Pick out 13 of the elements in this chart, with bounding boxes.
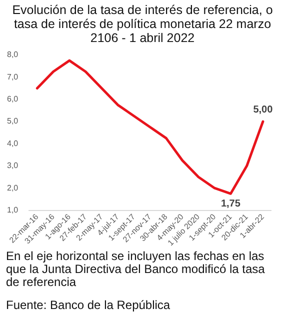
y-tick-label: 3,0 <box>6 161 19 170</box>
data-label: 5,00 <box>253 104 274 116</box>
source-note: Fuente: Banco de la República <box>5 298 172 312</box>
chart-title: Evolución de la tasa de interés de referencia, o tasa de interés de política monetaria 22 marzo 2106 - 1 abril 2022 <box>11 2 274 45</box>
y-tick-label: 6,0 <box>6 94 19 104</box>
y-tick-label: 5,0 <box>6 116 19 126</box>
text: En el eje horizontal se incluyen las fechas en las que la Junta Directiva del Banco modificó la tasa de referencia <box>5 249 266 289</box>
y-tick-label: 7,0 <box>6 72 19 82</box>
y-tick-label: 4,0 <box>6 138 19 148</box>
data-label: 1,75 <box>220 198 241 210</box>
y-tick-label: 1,0 <box>6 205 19 214</box>
y-tick-label: 2,0 <box>6 183 19 192</box>
y-tick-label: 8,0 <box>6 50 19 60</box>
